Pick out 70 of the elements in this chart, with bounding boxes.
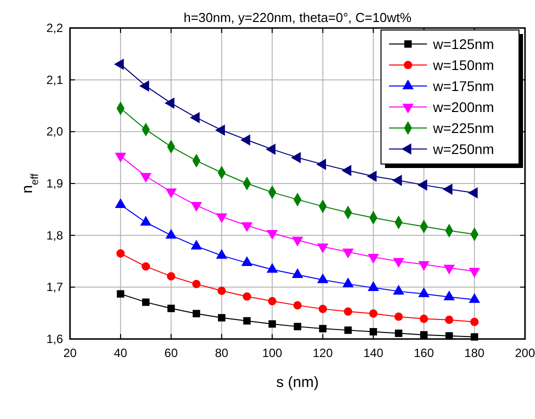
point (468, 293, 480, 303)
legend-label: w=150nm (432, 57, 494, 73)
point (392, 284, 404, 295)
point (293, 301, 302, 310)
y-tick-label: 2,1 (46, 72, 64, 87)
x-axis-title: s (nm) (276, 374, 319, 391)
point (114, 198, 126, 208)
point (444, 316, 454, 324)
y-tick-label: 2,2 (46, 21, 64, 35)
y-tick-label: 1,9 (46, 176, 64, 190)
x-tick-label: 100 (262, 346, 283, 360)
legend-label: w=175nm (432, 78, 494, 94)
point (444, 290, 455, 300)
x-tick-label: 60 (164, 346, 178, 360)
x-tick-label: 20 (63, 346, 77, 360)
x-tick-label: 180 (464, 346, 485, 360)
y-tick-label: 1,8 (46, 228, 64, 242)
x-tick-label: 140 (363, 346, 384, 360)
x-tick-label: 120 (312, 346, 334, 360)
point (192, 310, 200, 318)
point (294, 322, 302, 330)
point (369, 309, 378, 318)
point (268, 320, 276, 328)
y-tick-label: 1,7 (46, 280, 64, 294)
legend-label: w=250nm (432, 141, 494, 157)
point (292, 268, 304, 278)
point (116, 249, 125, 258)
point (370, 328, 378, 336)
point (242, 292, 252, 301)
legend-label: w=225nm (432, 120, 494, 136)
point (192, 280, 201, 288)
y-tick-label: 1,6 (46, 332, 64, 346)
point (470, 318, 479, 326)
point (167, 304, 175, 312)
point (190, 240, 202, 250)
point (142, 262, 150, 271)
point (243, 317, 251, 325)
point (116, 290, 124, 298)
point (470, 333, 478, 341)
point (368, 281, 379, 291)
point (317, 273, 328, 284)
point (165, 228, 177, 239)
x-tick-label: 160 (414, 346, 434, 360)
point (218, 314, 226, 322)
point (445, 332, 453, 340)
point (142, 298, 150, 306)
chart-title: h=30nm, y=220nm, theta=0°, C=10wt% (184, 10, 412, 25)
point (344, 307, 352, 316)
point (319, 324, 326, 332)
point (318, 304, 327, 314)
point (166, 272, 176, 280)
x-tick-label: 80 (214, 346, 229, 360)
point (216, 249, 228, 259)
legend-label: w=200nm (432, 99, 494, 115)
point (266, 263, 278, 273)
point (140, 216, 152, 226)
point (241, 256, 253, 266)
point (394, 330, 402, 338)
y-tick-label: 2,0 (46, 124, 64, 139)
x-tick-label: 200 (514, 346, 535, 360)
point (217, 286, 226, 295)
point (418, 287, 430, 298)
point (344, 326, 352, 334)
legend-label: w=125nm (432, 36, 494, 52)
point (342, 278, 354, 288)
point (420, 331, 428, 339)
x-tick-label: 40 (114, 346, 128, 360)
point (420, 314, 428, 323)
point (394, 312, 403, 321)
point (268, 296, 276, 306)
